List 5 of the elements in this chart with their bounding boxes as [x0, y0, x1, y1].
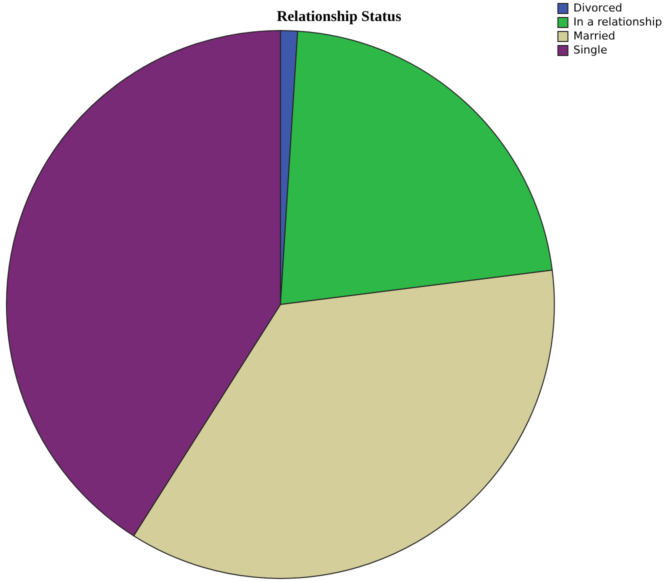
legend-label: Divorced: [573, 1, 622, 14]
legend-label: In a relationship: [573, 15, 662, 28]
chart-title: Relationship Status: [276, 8, 402, 25]
legend-label: Married: [573, 29, 616, 42]
legend-label: Single: [573, 43, 608, 56]
